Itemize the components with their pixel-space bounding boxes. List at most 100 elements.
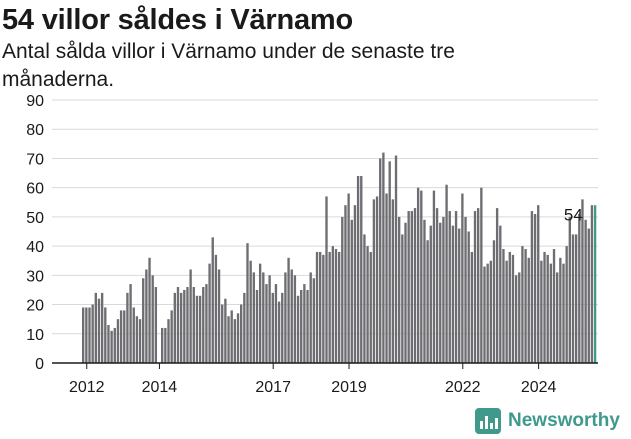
bar [511,254,515,363]
bar [454,211,458,363]
bar [116,319,120,363]
bar [94,292,97,363]
chart-subtitle: Antal sålda villor i Värnamo under de se… [2,40,455,91]
bar [505,260,508,363]
bar [518,272,521,363]
bar [508,251,511,363]
bar [331,246,334,363]
bar [252,272,255,363]
bar [524,249,527,363]
y-tick-label: 30 [26,268,44,285]
bar [372,199,376,363]
bar [154,287,158,363]
bar [290,269,293,363]
bar [398,216,401,363]
bar [480,187,483,363]
bar [100,292,104,363]
bar [148,257,151,363]
y-tick-label: 70 [26,151,44,168]
bar [271,292,274,363]
bar [499,225,502,363]
bar [350,219,353,363]
bar [173,292,176,363]
bar [445,184,448,363]
bar [240,304,243,363]
bar [328,251,331,363]
bar [236,313,240,363]
bar [322,254,325,363]
bar [312,278,316,363]
bar [214,254,218,363]
bar [281,292,284,363]
bar [262,272,265,363]
y-tick-label: 40 [26,239,44,256]
bar [249,260,252,363]
bar [123,310,126,363]
bar [208,263,211,363]
bar [533,213,537,363]
bar [211,237,214,363]
bar [574,234,578,363]
bar [129,284,132,363]
bar [145,269,148,363]
bar [401,234,404,363]
bar [492,240,496,363]
bar [287,257,290,363]
bar [470,251,474,363]
bar [391,199,395,363]
bar [379,158,382,363]
bar [85,307,88,363]
bar [227,316,230,363]
bar [258,263,262,363]
bar [495,208,499,363]
bar [198,295,202,363]
bar [546,254,549,363]
bar [119,310,123,363]
brand-name: Newsworthy [508,410,620,431]
bar [195,295,199,363]
bar [502,249,505,363]
bar [341,216,344,363]
bar [104,307,107,363]
bar [552,249,556,363]
bar [537,205,540,363]
bar [394,155,398,363]
bar [486,263,489,363]
bar [205,284,208,363]
bar [416,187,420,363]
bar [246,243,249,363]
bar [521,246,524,363]
x-tick-label: 2014 [142,379,178,396]
bar [192,287,195,363]
bar [300,289,303,363]
bar [337,251,341,363]
bar [315,251,319,363]
bar [284,272,287,363]
bar [167,319,170,363]
bar [590,205,594,363]
bar [243,292,246,363]
bar [303,284,306,363]
newsworthy-logo-icon [475,408,501,434]
x-tick-label: 2022 [445,379,481,396]
annotation-label: 54 [564,205,583,224]
y-tick-label: 20 [26,298,44,315]
x-tick-label: 2012 [69,379,105,396]
bar [451,225,455,363]
bar [562,263,565,363]
bar [217,269,221,363]
bar [429,225,432,363]
bar [347,193,350,363]
bar [467,231,470,363]
bar [138,319,142,363]
bar [224,298,227,363]
bar [221,304,224,363]
bar [464,216,467,363]
bar [540,260,543,363]
bar [593,205,597,363]
bar [489,260,492,363]
x-tick-label: 2019 [331,379,367,396]
bar [113,327,116,363]
bar [277,301,281,363]
bar [584,219,587,363]
